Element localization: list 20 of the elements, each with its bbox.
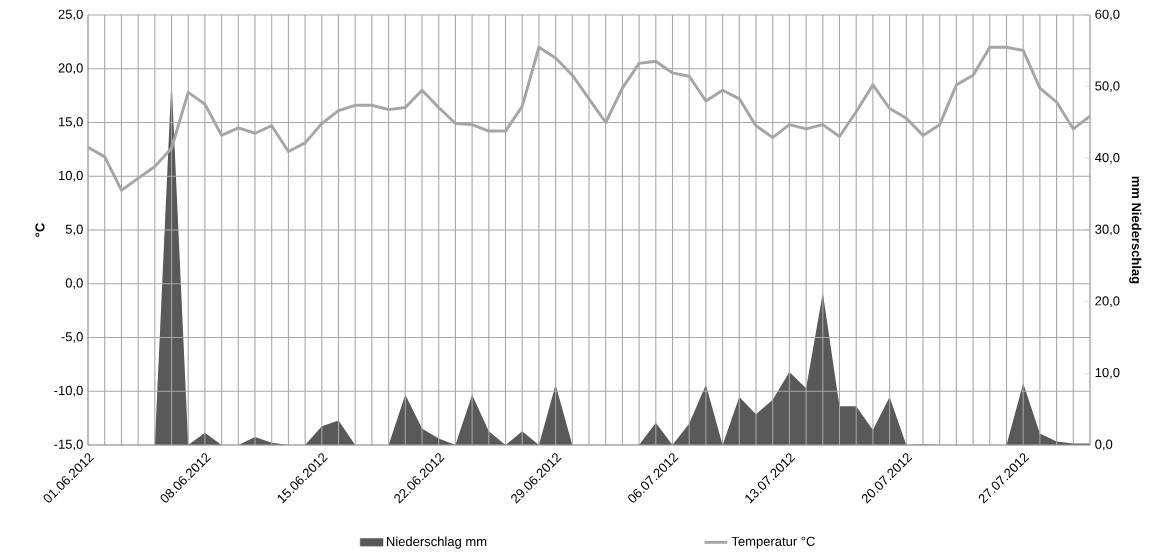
- y-tick-label: 25,0: [58, 9, 83, 21]
- y2-tick-label: 60,0: [1095, 9, 1120, 21]
- y-tick-label: 20,0: [58, 63, 83, 75]
- y-tick-label: 5,0: [65, 224, 83, 236]
- y2-tick-label: 0,0: [1095, 439, 1113, 451]
- y-axis-title: °C: [35, 223, 45, 237]
- y2-tick-label: 10,0: [1095, 367, 1120, 379]
- y2-axis-title: mm Niederschlag: [1129, 176, 1142, 284]
- legend-label: Niederschlag mm: [386, 536, 487, 549]
- legend-label: Temperatur °C: [731, 536, 815, 549]
- y-tick-label: 10,0: [58, 170, 83, 182]
- y-tick-label: -5,0: [61, 332, 83, 343]
- y2-tick-label: 20,0: [1095, 296, 1120, 308]
- y-tick-label: 0,0: [65, 278, 83, 290]
- y2-tick-label: 50,0: [1095, 81, 1120, 93]
- y-tick-label: -15,0: [54, 439, 83, 451]
- y2-tick-label: 40,0: [1095, 152, 1120, 164]
- y2-tick-label: 30,0: [1095, 224, 1120, 236]
- y-tick-label: -10,0: [54, 385, 83, 397]
- y-tick-label: 15,0: [58, 117, 83, 128]
